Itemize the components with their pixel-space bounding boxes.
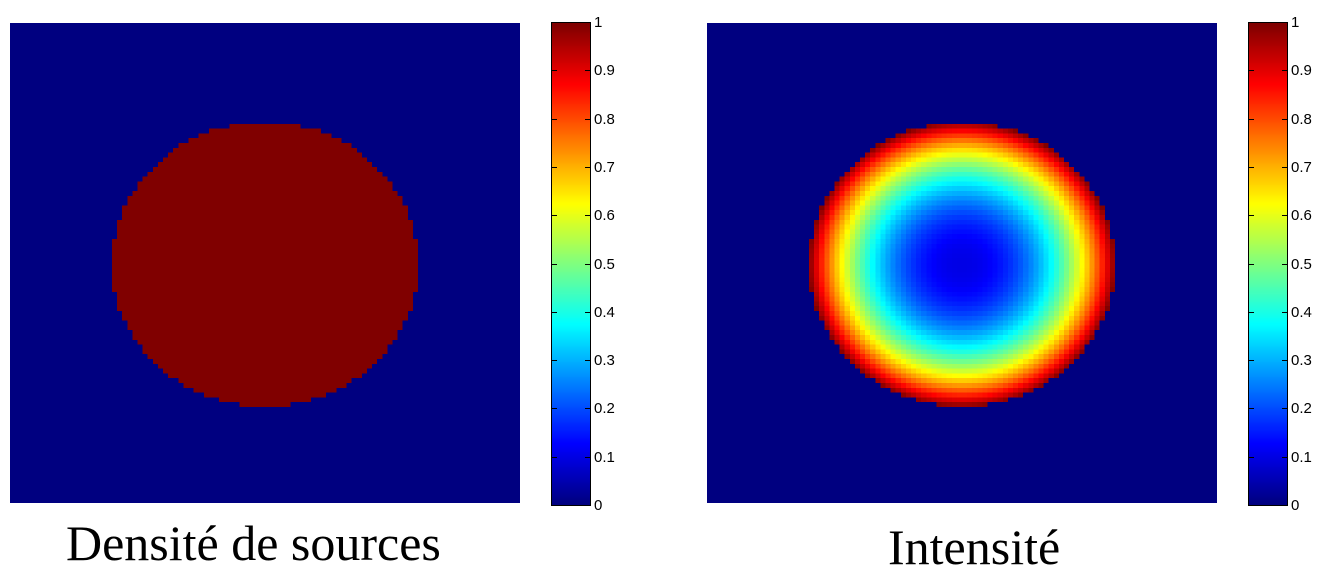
heatmap-source-density bbox=[10, 23, 520, 503]
colorbar-tick-mark bbox=[1249, 118, 1254, 120]
colorbar-tick-mark bbox=[1282, 166, 1287, 168]
colorbar-tick-label: 0.5 bbox=[594, 255, 615, 273]
colorbar-tick-label: 0.3 bbox=[594, 352, 615, 370]
colorbar-tick-mark bbox=[1249, 408, 1254, 410]
colorbar-tick-mark bbox=[1282, 118, 1287, 120]
colorbar-tick-mark bbox=[1249, 70, 1254, 72]
colorbar-tick-mark bbox=[552, 22, 557, 23]
colorbar-tick-mark bbox=[552, 263, 557, 265]
colorbar-tick-label: 0.2 bbox=[1291, 400, 1312, 418]
colorbar-tick-mark bbox=[585, 22, 590, 23]
colorbar-tick-mark bbox=[585, 118, 590, 120]
colorbar-gradient bbox=[552, 23, 590, 505]
colorbar-tick-mark bbox=[585, 215, 590, 217]
colorbar-tick-mark bbox=[1249, 263, 1254, 265]
colorbar-tick-mark bbox=[552, 456, 557, 458]
colorbar-tick-mark bbox=[1282, 263, 1287, 265]
colorbar-tick-label: 0.7 bbox=[594, 158, 615, 176]
colorbar-tick-mark bbox=[1282, 505, 1287, 506]
colorbar-tick-mark bbox=[585, 263, 590, 265]
colorbar-tick-mark bbox=[552, 408, 557, 410]
colorbar-tick-mark bbox=[1249, 22, 1254, 23]
colorbar-tick-mark bbox=[1282, 22, 1287, 23]
colorbar-tick-mark bbox=[585, 505, 590, 506]
colorbar-tick-mark bbox=[552, 70, 557, 72]
colorbar-tick-label: 0.3 bbox=[1291, 352, 1312, 370]
colorbar-tick-label: 0.8 bbox=[594, 110, 615, 128]
colorbar-tick-mark bbox=[1282, 311, 1287, 313]
colorbar-tick-label: 0 bbox=[1291, 497, 1300, 514]
colorbar-tick-mark bbox=[1249, 456, 1254, 458]
colorbar-intensity bbox=[1248, 22, 1288, 506]
colorbar-tick-label: 0.4 bbox=[1291, 303, 1312, 321]
colorbar-tick-mark bbox=[1282, 456, 1287, 458]
colorbar-tick-mark bbox=[552, 118, 557, 120]
colorbar-tick-mark bbox=[1282, 70, 1287, 72]
colorbar-tick-mark bbox=[585, 360, 590, 362]
colorbar-tick-mark bbox=[1249, 311, 1254, 313]
heatmap-intensity bbox=[707, 23, 1217, 503]
colorbar-tick-label: 1 bbox=[594, 14, 603, 31]
colorbar-tick-mark bbox=[585, 311, 590, 313]
colorbar-tick-label: 0.9 bbox=[594, 62, 615, 80]
colorbar-tick-label: 0.6 bbox=[594, 207, 615, 225]
colorbar-tick-mark bbox=[1282, 360, 1287, 362]
colorbar-tick-mark bbox=[1282, 215, 1287, 217]
colorbar-tick-label: 1 bbox=[1291, 14, 1300, 31]
colorbar-gradient bbox=[1249, 23, 1287, 505]
colorbar-tick-label: 0.7 bbox=[1291, 158, 1312, 176]
colorbar-tick-label: 0.8 bbox=[1291, 110, 1312, 128]
colorbar-tick-label: 0.1 bbox=[1291, 448, 1312, 466]
colorbar-tick-mark bbox=[552, 505, 557, 506]
colorbar-tick-label: 0.5 bbox=[1291, 255, 1312, 273]
colorbar-tick-mark bbox=[1249, 360, 1254, 362]
colorbar-tick-mark bbox=[585, 70, 590, 72]
caption-source-density: Densité de sources bbox=[66, 515, 441, 571]
caption-intensity: Intensité bbox=[888, 519, 1061, 575]
colorbar-tick-mark bbox=[552, 360, 557, 362]
colorbar-tick-label: 0.9 bbox=[1291, 62, 1312, 80]
colorbar-tick-mark bbox=[585, 166, 590, 168]
colorbar-tick-mark bbox=[585, 408, 590, 410]
colorbar-tick-label: 0.1 bbox=[594, 448, 615, 466]
colorbar-tick-label: 0.6 bbox=[1291, 207, 1312, 225]
colorbar-tick-label: 0.4 bbox=[594, 303, 615, 321]
colorbar-tick-mark bbox=[552, 215, 557, 217]
colorbar-tick-label: 0 bbox=[594, 497, 603, 514]
colorbar-tick-mark bbox=[585, 456, 590, 458]
colorbar-tick-label: 0.2 bbox=[594, 400, 615, 418]
colorbar-tick-mark bbox=[1249, 505, 1254, 506]
colorbar-tick-mark bbox=[1249, 215, 1254, 217]
colorbar-tick-mark bbox=[552, 311, 557, 313]
colorbar-tick-mark bbox=[1282, 408, 1287, 410]
colorbar-source-density bbox=[551, 22, 591, 506]
colorbar-tick-mark bbox=[1249, 166, 1254, 168]
colorbar-tick-mark bbox=[552, 166, 557, 168]
